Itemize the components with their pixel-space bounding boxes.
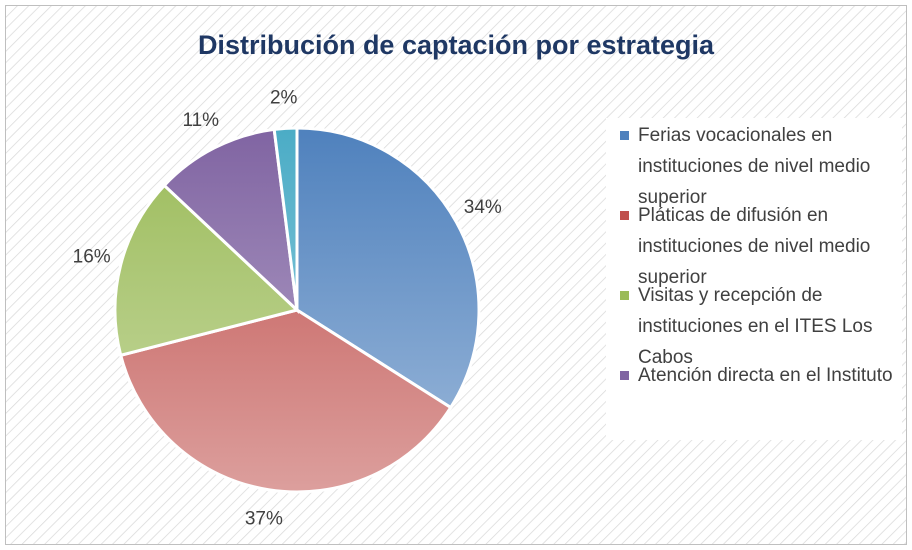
- legend-swatch: [620, 211, 629, 220]
- legend-label: Atención directa en el Instituto: [638, 365, 893, 386]
- legend-swatch: [620, 291, 629, 300]
- legend-swatch: [620, 371, 629, 380]
- pie-slice: [162, 127, 300, 314]
- data-label: 34%: [464, 197, 502, 218]
- pie-slice: [113, 183, 301, 358]
- legend-label: Ferias vocacionales en instituciones de …: [638, 125, 871, 208]
- legend-label: Pláticas de difusión en instituciones de…: [638, 205, 871, 288]
- legend-box: [606, 118, 902, 440]
- data-label: 37%: [245, 508, 283, 529]
- data-label: 2%: [270, 87, 298, 108]
- legend-label: Visitas y recepción de instituciones en …: [638, 285, 873, 368]
- legend-swatch: [620, 131, 629, 140]
- data-label: 16%: [73, 246, 111, 267]
- chart-title: Distribución de captación por estrategia: [198, 30, 715, 60]
- pie-slice: [272, 126, 299, 311]
- data-label: 11%: [182, 110, 219, 131]
- pie-slice: [118, 308, 453, 494]
